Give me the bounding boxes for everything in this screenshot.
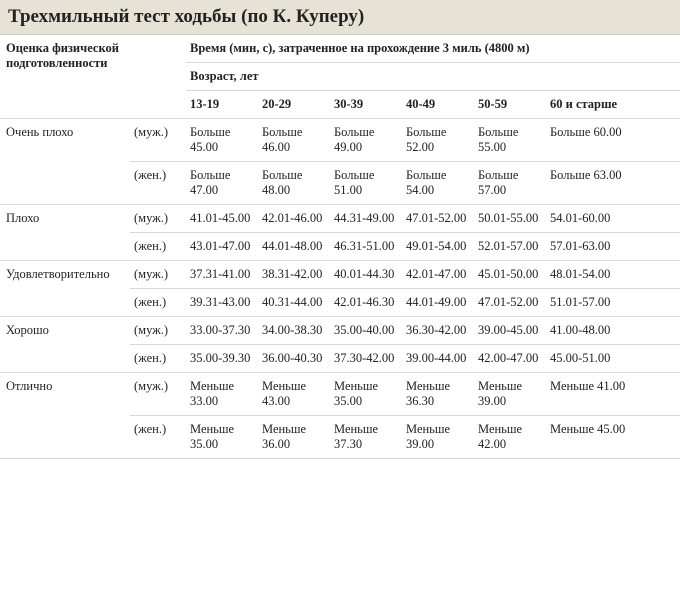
cell-value: 44.01-48.00: [258, 233, 330, 261]
cell-value: 52.01-57.00: [474, 233, 546, 261]
cell-value: Меньше 39.00: [474, 373, 546, 416]
cell-value: 47.01-52.00: [402, 205, 474, 233]
age-col-0: 13-19: [186, 91, 258, 119]
cell-value: 38.31-42.00: [258, 261, 330, 289]
cell-value: Больше 45.00: [186, 119, 258, 162]
cell-value: Больше 55.00: [474, 119, 546, 162]
cell-value: Меньше 41.00: [546, 373, 680, 416]
cell-value: Меньше 37.30: [330, 416, 402, 459]
rating-label: Удовлетворительно: [0, 261, 130, 317]
cell-value: Меньше 43.00: [258, 373, 330, 416]
cell-value: Меньше 36.30: [402, 373, 474, 416]
gender-male: (муж.): [130, 373, 186, 416]
age-col-2: 30-39: [330, 91, 402, 119]
cell-value: 41.01-45.00: [186, 205, 258, 233]
cell-value: 50.01-55.00: [474, 205, 546, 233]
page-title: Трехмильный тест ходьбы (по К. Куперу): [0, 0, 680, 35]
cell-value: 44.01-49.00: [402, 289, 474, 317]
cell-value: 35.00-40.00: [330, 317, 402, 345]
cell-value: 54.01-60.00: [546, 205, 680, 233]
gender-male: (муж.): [130, 317, 186, 345]
cell-value: 40.01-44.30: [330, 261, 402, 289]
cell-value: Меньше 42.00: [474, 416, 546, 459]
cell-value: 36.30-42.00: [402, 317, 474, 345]
rating-label: Очень плохо: [0, 119, 130, 205]
cell-value: 36.00-40.30: [258, 345, 330, 373]
cell-value: 42.01-46.00: [258, 205, 330, 233]
age-header: Возраст, лет: [186, 63, 680, 91]
gender-female: (жен.): [130, 233, 186, 261]
cell-value: Больше 57.00: [474, 162, 546, 205]
gender-male: (муж.): [130, 261, 186, 289]
cell-value: Меньше 45.00: [546, 416, 680, 459]
age-col-4: 50-59: [474, 91, 546, 119]
gender-female: (жен.): [130, 345, 186, 373]
gender-male: (муж.): [130, 119, 186, 162]
cell-value: Больше 63.00: [546, 162, 680, 205]
cell-value: Меньше 33.00: [186, 373, 258, 416]
cell-value: 49.01-54.00: [402, 233, 474, 261]
cell-value: 45.01-50.00: [474, 261, 546, 289]
cell-value: 39.00-45.00: [474, 317, 546, 345]
cell-value: Больше 46.00: [258, 119, 330, 162]
cell-value: 47.01-52.00: [474, 289, 546, 317]
rating-label: Отлично: [0, 373, 130, 459]
cell-value: Больше 51.00: [330, 162, 402, 205]
cell-value: 42.00-47.00: [474, 345, 546, 373]
cell-value: Больше 54.00: [402, 162, 474, 205]
assessment-header: Оценка физической подготовленности: [0, 35, 130, 119]
cell-value: Меньше 35.00: [186, 416, 258, 459]
gender-female: (жен.): [130, 162, 186, 205]
cell-value: Больше 52.00: [402, 119, 474, 162]
cell-value: 34.00-38.30: [258, 317, 330, 345]
cell-value: 39.00-44.00: [402, 345, 474, 373]
cell-value: 46.31-51.00: [330, 233, 402, 261]
cell-value: 39.31-43.00: [186, 289, 258, 317]
age-col-1: 20-29: [258, 91, 330, 119]
cell-value: Больше 49.00: [330, 119, 402, 162]
gender-female: (жен.): [130, 416, 186, 459]
cell-value: Меньше 39.00: [402, 416, 474, 459]
cell-value: 37.30-42.00: [330, 345, 402, 373]
gender-male: (муж.): [130, 205, 186, 233]
cell-value: Больше 47.00: [186, 162, 258, 205]
cooper-test-table: Оценка физической подготовленности Время…: [0, 35, 680, 459]
cell-value: 37.31-41.00: [186, 261, 258, 289]
cell-value: 51.01-57.00: [546, 289, 680, 317]
cell-value: Меньше 35.00: [330, 373, 402, 416]
gender-female: (жен.): [130, 289, 186, 317]
cell-value: 40.31-44.00: [258, 289, 330, 317]
time-header: Время (мин, с), затраченное на прохожден…: [186, 35, 680, 63]
cell-value: 42.01-47.00: [402, 261, 474, 289]
cell-value: 33.00-37.30: [186, 317, 258, 345]
cell-value: Больше 60.00: [546, 119, 680, 162]
age-col-3: 40-49: [402, 91, 474, 119]
cell-value: 44.31-49.00: [330, 205, 402, 233]
rating-label: Хорошо: [0, 317, 130, 373]
cell-value: 41.00-48.00: [546, 317, 680, 345]
rating-label: Плохо: [0, 205, 130, 261]
cell-value: 35.00-39.30: [186, 345, 258, 373]
gender-header-blank: [130, 35, 186, 119]
age-col-5: 60 и старше: [546, 91, 680, 119]
cell-value: Больше 48.00: [258, 162, 330, 205]
cell-value: 48.01-54.00: [546, 261, 680, 289]
cell-value: 45.00-51.00: [546, 345, 680, 373]
cell-value: 42.01-46.30: [330, 289, 402, 317]
cell-value: Меньше 36.00: [258, 416, 330, 459]
cell-value: 57.01-63.00: [546, 233, 680, 261]
cell-value: 43.01-47.00: [186, 233, 258, 261]
